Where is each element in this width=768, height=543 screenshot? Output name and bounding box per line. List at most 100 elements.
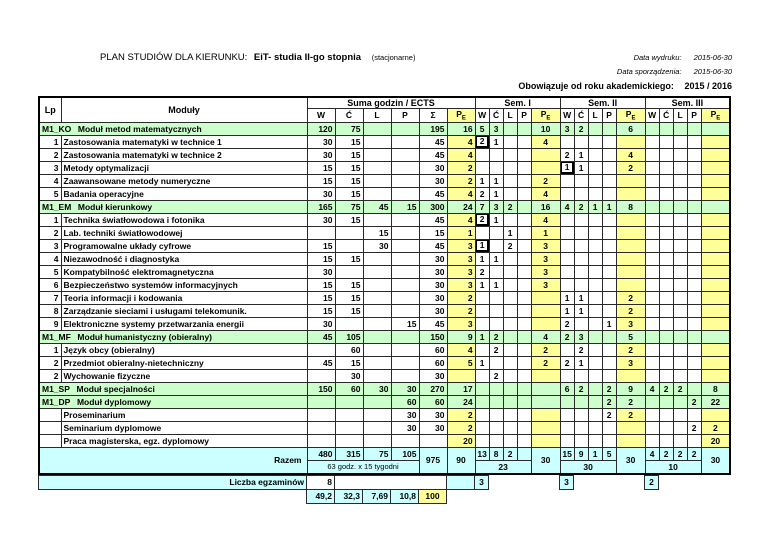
header-modules: Moduły <box>60 96 308 123</box>
s2-p <box>601 251 617 266</box>
sum-l <box>362 212 392 227</box>
sum-w: 30 <box>306 134 336 149</box>
course-row: 3 Programowalne układy cyfrowe 15 30 45 3 1 2 3 <box>38 238 731 253</box>
s3-c <box>658 173 674 188</box>
s1-pe <box>530 433 561 448</box>
course-name: Język obcy (obieralny) <box>60 342 308 357</box>
s2-c <box>573 316 589 331</box>
sum-pe: 2 <box>446 290 476 305</box>
sum-pe: 24 <box>446 199 476 214</box>
sum-l <box>362 342 392 357</box>
s3-w: 4 <box>644 381 660 396</box>
s1-w: 1 <box>474 355 490 370</box>
sum-p <box>390 264 420 279</box>
s3-l <box>672 303 688 318</box>
s1-c <box>488 407 504 422</box>
s1-w: 2 <box>474 186 490 201</box>
s1-l <box>502 173 518 188</box>
s1-pe <box>530 147 561 162</box>
s2-c <box>573 277 589 292</box>
s1-pe: 4 <box>530 212 561 227</box>
sum-pe: 3 <box>446 316 476 331</box>
table-footer-rows: Liczba egzaminów 8 3 3 2 49,2 32,3 7,69 10,8 100 <box>38 474 730 504</box>
sum-sigma: 60 <box>418 394 448 409</box>
s3-w <box>644 329 660 344</box>
header-sem2-w: W <box>559 108 575 123</box>
sum-c <box>334 238 364 253</box>
header-sem1-pe: PE <box>530 108 561 123</box>
s1-l <box>502 303 518 318</box>
sum-p <box>390 329 420 344</box>
sum-w: 15 <box>306 238 336 253</box>
s1-l <box>502 316 518 331</box>
header-sum-c: Ć <box>334 108 364 123</box>
s3-c <box>658 121 674 136</box>
s2-p <box>601 186 617 201</box>
s1-w: 1 <box>474 329 490 344</box>
course-name: Zaawansowane metody numeryczne <box>60 173 308 188</box>
totals-s3-p: 2 <box>686 446 702 461</box>
sum-p <box>390 225 420 240</box>
s3-p <box>686 121 702 136</box>
exam-count-label: Liczba egzaminów <box>38 474 307 490</box>
s2-pe <box>615 134 646 149</box>
sum-p: 30 <box>390 407 420 422</box>
s1-c <box>488 316 504 331</box>
s1-l <box>502 329 518 344</box>
module-row: M1_DP Moduł dyplomowy 60 60 24 2 2 2 22 <box>38 394 731 409</box>
s3-l <box>672 368 688 383</box>
valid-from-label: Obowiązuje od roku akademickiego: <box>518 81 674 91</box>
sum-w: 15 <box>306 277 336 292</box>
sum-w <box>306 225 336 240</box>
s2-c: 1 <box>573 355 589 370</box>
s2-w <box>559 238 575 253</box>
s2-pe <box>615 238 646 253</box>
header-sem1-group: Sem. I <box>474 96 561 109</box>
course-row: 1 Język obcy (obieralny) 60 60 4 2 2 2 2 <box>38 342 731 357</box>
s2-l <box>587 225 603 240</box>
s2-w: 2 <box>559 355 575 370</box>
s3-l <box>672 420 688 435</box>
s1-w <box>474 316 490 331</box>
s2-pe <box>615 433 646 448</box>
s1-l <box>502 277 518 292</box>
s2-l <box>587 277 603 292</box>
sum-sigma: 45 <box>418 147 448 162</box>
sum-w: 15 <box>306 303 336 318</box>
s1-l: 2 <box>502 199 518 214</box>
s2-c: 3 <box>573 329 589 344</box>
s3-w <box>644 368 660 383</box>
sum-w: 30 <box>306 316 336 331</box>
s1-c <box>488 381 504 396</box>
s3-c <box>658 303 674 318</box>
course-row: 1 Zastosowania matematyki w technice 1 30 1… <box>38 134 731 149</box>
s2-p <box>601 433 617 448</box>
sum-w <box>306 368 336 383</box>
totals-s3-ects: 10 <box>644 459 702 475</box>
s3-l <box>672 212 688 227</box>
s3-l <box>672 433 688 448</box>
exam-marked-value: 2 <box>476 214 489 226</box>
valid-from-value: 2015 / 2016 <box>684 81 732 91</box>
course-row: 1 Technika światłowodowa i fotonika 30 15 45… <box>38 212 731 227</box>
s1-pe <box>530 290 561 305</box>
s1-w: 2 <box>474 264 490 279</box>
s1-l <box>502 381 518 396</box>
course-number: 8 <box>38 303 62 318</box>
sum-c: 15 <box>334 212 364 227</box>
header-sem1-w: W <box>474 108 490 123</box>
sum-p <box>390 212 420 227</box>
header-sem1-l: L <box>502 108 518 123</box>
sum-p: 15 <box>390 199 420 214</box>
s3-w <box>644 433 660 448</box>
s3-l <box>672 316 688 331</box>
s2-pe <box>615 277 646 292</box>
sum-pe: 5 <box>446 355 476 370</box>
course-number: 3 <box>38 160 62 175</box>
totals-s2-pe: 30 <box>615 446 646 475</box>
s2-l <box>587 251 603 266</box>
s2-p <box>601 290 617 305</box>
s2-w <box>559 277 575 292</box>
exam-marked-value: 1 <box>561 162 574 174</box>
course-row: 4 Zaawansowane metody numeryczne 15 15 30 2 1 1… <box>38 173 731 188</box>
